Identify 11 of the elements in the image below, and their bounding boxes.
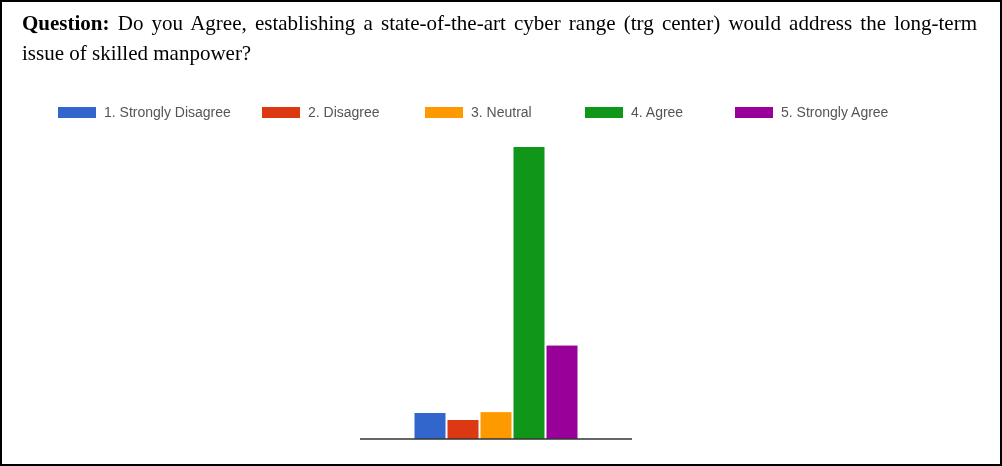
chart-title: Question: Do you Agree, establishing a state-of-the-art cyber range (trg center) would address the long-term issue of skilled manpower? <box>22 10 977 67</box>
legend-label: 2. Disagree <box>308 104 380 120</box>
bar <box>546 345 578 439</box>
bar <box>480 412 512 439</box>
legend-label: 5. Strongly Agree <box>781 104 889 120</box>
legend-label: 3. Neutral <box>471 104 532 120</box>
bar <box>447 420 479 439</box>
bar <box>513 147 545 439</box>
legend-label: 4. Agree <box>631 104 684 120</box>
bar <box>414 413 446 439</box>
legend-label: 1. Strongly Disagree <box>104 104 232 120</box>
